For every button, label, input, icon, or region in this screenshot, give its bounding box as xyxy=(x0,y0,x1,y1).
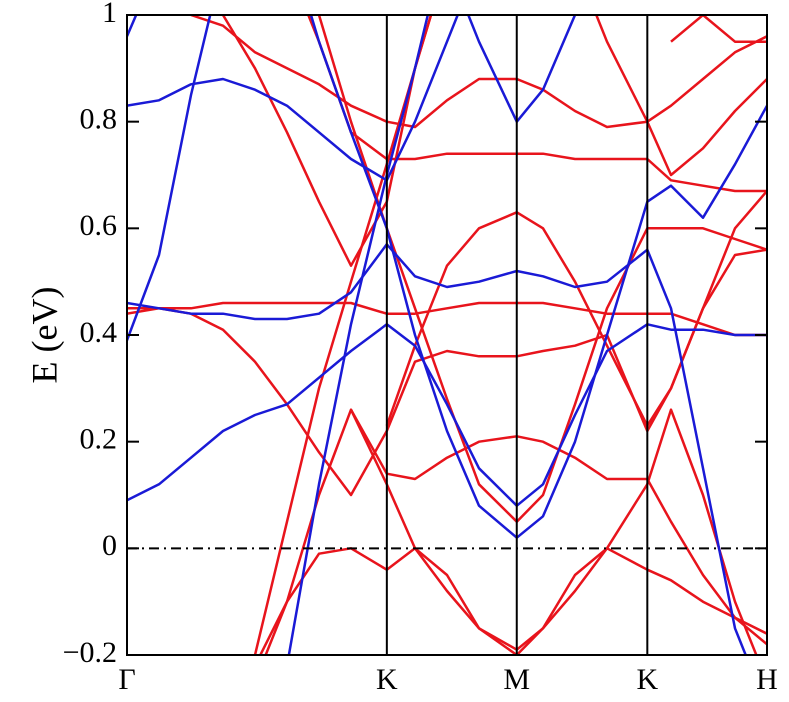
band xyxy=(287,15,430,655)
y-tick-label: 0.6 xyxy=(80,209,118,242)
x-tick-label: K xyxy=(636,663,658,696)
y-tick-label: 0.4 xyxy=(80,316,118,349)
band xyxy=(385,190,767,427)
band xyxy=(127,15,212,341)
band xyxy=(306,15,767,193)
x-tick-label: H xyxy=(756,663,778,696)
plot-area xyxy=(127,15,767,655)
y-tick-label: 1 xyxy=(102,0,117,29)
band xyxy=(190,15,767,129)
band xyxy=(466,15,577,123)
band xyxy=(670,15,767,43)
band xyxy=(127,15,138,37)
y-tick-label: 0.2 xyxy=(80,423,118,456)
band xyxy=(127,243,748,655)
band xyxy=(258,547,767,655)
x-tick-label: Γ xyxy=(118,663,135,696)
band xyxy=(127,15,460,182)
band xyxy=(221,15,433,267)
y-axis-label: E (eV) xyxy=(24,287,64,384)
band xyxy=(309,15,767,539)
band xyxy=(127,301,767,337)
x-tick-label: K xyxy=(376,663,398,696)
band xyxy=(594,15,767,177)
plot-frame xyxy=(126,14,768,656)
y-tick-label: 0 xyxy=(102,529,117,562)
band xyxy=(127,323,767,507)
x-tick-label: M xyxy=(503,663,530,696)
y-tick-label: −0.2 xyxy=(63,636,117,669)
y-tick-label: 0.8 xyxy=(80,103,118,136)
band xyxy=(264,408,758,655)
